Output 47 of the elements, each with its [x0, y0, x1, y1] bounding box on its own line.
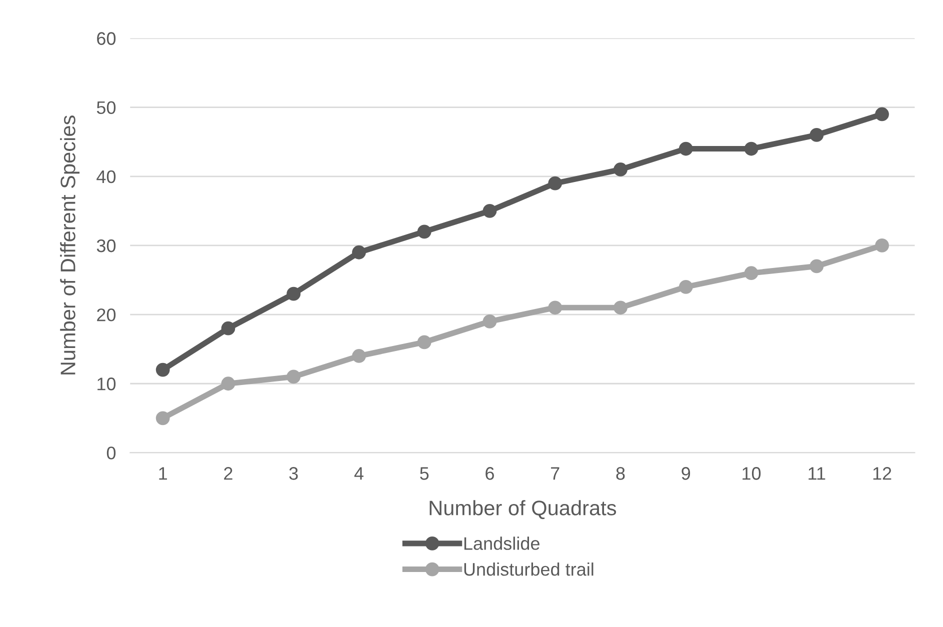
point [744, 142, 758, 156]
point [352, 245, 366, 260]
point [482, 314, 497, 328]
point [417, 335, 432, 350]
point [548, 176, 562, 190]
y-tick-label: 50 [96, 101, 116, 114]
point [810, 259, 824, 274]
x-tick-label: 11 [808, 467, 826, 480]
x-tick-label: 4 [354, 467, 364, 480]
x-tick-label: 5 [420, 467, 429, 480]
point [678, 142, 693, 156]
point [482, 204, 497, 218]
point [156, 362, 170, 377]
x-tick-label: 12 [873, 467, 892, 480]
x-tick-label: 7 [551, 467, 560, 480]
point [417, 224, 432, 239]
point [614, 300, 628, 315]
x-tick-label: 10 [742, 467, 761, 480]
legend-label: Undisturbed trail [464, 562, 594, 576]
legend-label: Landslide [464, 536, 540, 550]
x-tick-label: 1 [159, 467, 167, 480]
y-axis-title: Number of Different Species [60, 116, 80, 374]
x-tick-label: 6 [486, 467, 494, 480]
y-tick-label: 60 [97, 32, 116, 45]
x-tick-label: 9 [682, 467, 690, 480]
point [875, 238, 889, 252]
point [744, 266, 758, 280]
x-tick-label: 2 [224, 467, 232, 480]
y-tick-label: 10 [98, 378, 116, 390]
y-tick-label: 30 [96, 239, 116, 252]
point [156, 411, 170, 426]
point [810, 128, 824, 142]
x-axis-title: Number of Quadrats [430, 500, 616, 520]
y-tick-label: 0 [106, 446, 116, 460]
point [221, 376, 236, 391]
point [352, 349, 366, 363]
point [548, 300, 562, 315]
y-tick-label: 20 [97, 308, 116, 322]
x-tick-label: 8 [616, 467, 625, 480]
point [286, 370, 301, 384]
point [221, 321, 236, 336]
point [875, 107, 889, 122]
point [678, 280, 693, 294]
x-tick-label: 3 [289, 467, 298, 480]
point [614, 162, 628, 176]
point [286, 286, 301, 301]
y-tick-label: 40 [96, 170, 116, 184]
